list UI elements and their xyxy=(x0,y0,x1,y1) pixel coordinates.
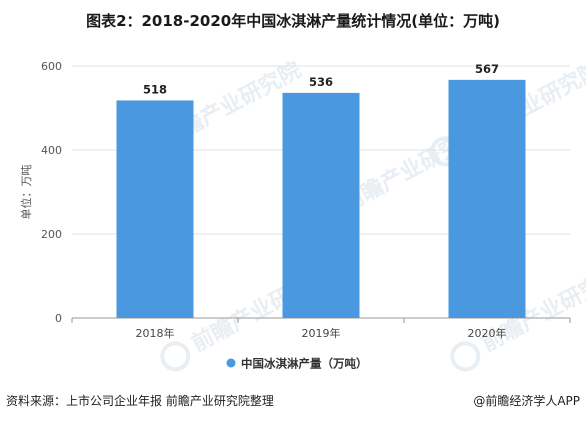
bar-value-label: 567 xyxy=(475,62,499,76)
y-tick-label: 600 xyxy=(41,60,62,73)
bar-chart: 0 200 400 600 518 536 567 2018年 2019年 2020年 单位：… xyxy=(19,60,571,371)
y-axis-label: 单位：万吨 xyxy=(19,165,33,220)
bar[interactable] xyxy=(116,100,194,318)
legend[interactable]: 中国冰淇淋产量（万吨） xyxy=(226,357,368,371)
brand-credit: @前瞻经济学人APP xyxy=(473,394,580,408)
chart-title: 图表2：2018-2020年中国冰淇淋产量统计情况(单位：万吨) xyxy=(86,12,500,30)
legend-label: 中国冰淇淋产量（万吨） xyxy=(241,357,368,371)
bar[interactable] xyxy=(282,92,360,318)
y-tick-label: 400 xyxy=(41,144,62,157)
x-tick-label: 2018年 xyxy=(136,326,175,340)
bar[interactable] xyxy=(448,79,526,318)
source-note: 资料来源：上市公司企业年报 前瞻产业研究院整理 xyxy=(6,394,274,408)
x-tick-label: 2019年 xyxy=(302,326,341,340)
bar-value-label: 518 xyxy=(143,82,167,96)
y-axis-ticks: 0 200 400 600 xyxy=(41,60,62,325)
x-tick-label: 2020年 xyxy=(468,326,507,340)
footer: 资料来源：上市公司企业年报 前瞻产业研究院整理 @前瞻经济学人APP xyxy=(6,392,580,409)
bar-value-label: 536 xyxy=(309,75,333,89)
bar-series: 518 536 567 xyxy=(116,62,526,318)
x-axis-ticks: 2018年 2019年 2020年 xyxy=(71,318,571,340)
legend-marker xyxy=(226,358,236,368)
y-tick-label: 200 xyxy=(41,228,62,241)
y-tick-label: 0 xyxy=(55,312,62,325)
